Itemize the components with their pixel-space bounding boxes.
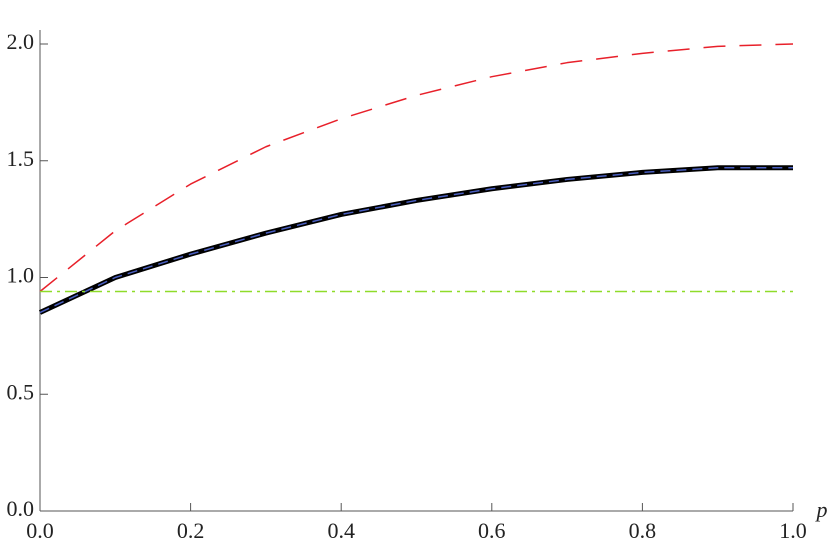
- y-tick-label: 1.0: [7, 263, 35, 288]
- x-tick-label: 0.0: [26, 518, 54, 543]
- x-tick-label: 0.6: [478, 518, 506, 543]
- x-tick-label: 0.4: [327, 518, 355, 543]
- series-line: [39, 43, 794, 293]
- x-tick-label: 0.8: [629, 518, 657, 543]
- y-tick-label: 0.0: [7, 496, 35, 521]
- y-tick-label: 1.5: [7, 146, 35, 171]
- x-axis-label: p: [815, 497, 828, 522]
- x-tick-label: 1.0: [779, 518, 807, 543]
- y-tick-label: 0.5: [7, 379, 35, 404]
- series-line: [39, 167, 793, 314]
- x-tick-label: 0.2: [177, 518, 205, 543]
- y-tick-label: 2.0: [7, 29, 35, 54]
